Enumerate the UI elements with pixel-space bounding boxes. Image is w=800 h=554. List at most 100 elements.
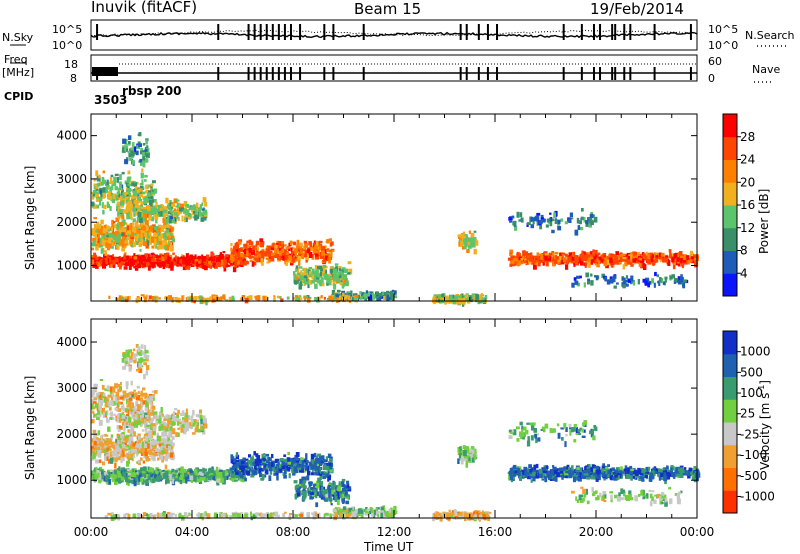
scatter-cell xyxy=(94,232,97,238)
scatter-cell xyxy=(316,280,321,284)
scatter-cell xyxy=(338,266,342,270)
scatter-cell xyxy=(347,272,351,275)
scatter-cell xyxy=(177,217,180,221)
scatter-cell xyxy=(252,245,256,251)
scatter-cell xyxy=(206,257,210,261)
scatter-cell xyxy=(212,262,215,268)
scatter-cell xyxy=(198,470,203,475)
scatter-cell xyxy=(243,243,248,248)
scatter-cell xyxy=(161,451,166,454)
scatter-cell xyxy=(625,275,629,279)
scatter-cell xyxy=(238,255,242,261)
scatter-cell xyxy=(121,205,124,208)
scatter-cell xyxy=(140,259,143,265)
scatter-cell xyxy=(157,224,162,229)
scatter-cell xyxy=(572,253,575,259)
scatter-cell xyxy=(99,199,102,206)
scatter-cell xyxy=(471,237,476,244)
scatter-cell xyxy=(659,258,662,263)
scatter-cell xyxy=(151,216,155,222)
scatter-cell xyxy=(148,228,151,231)
scatter-cell xyxy=(545,224,549,228)
scatter-cell xyxy=(140,294,145,297)
scatter-cell xyxy=(536,262,539,266)
scatter-cell xyxy=(97,234,100,240)
scatter-cell xyxy=(144,225,149,229)
scatter-cell xyxy=(449,295,453,298)
scatter-cell xyxy=(479,295,483,298)
scatter-cell xyxy=(163,213,166,220)
scatter-cell xyxy=(311,274,315,280)
scatter-cell xyxy=(257,254,261,258)
scatter-cell xyxy=(333,283,337,290)
scatter-cell xyxy=(118,222,123,225)
scatter-cell xyxy=(126,241,129,246)
scatter-cell xyxy=(98,471,101,478)
scatter-cell xyxy=(119,239,123,242)
scatter-cell xyxy=(114,173,119,176)
scatter-cell xyxy=(546,218,550,223)
scatter-cell xyxy=(120,476,124,481)
scatter-cell xyxy=(387,294,390,301)
scatter-cell xyxy=(133,480,137,487)
scatter-cell xyxy=(214,476,218,480)
scatter-cell xyxy=(138,469,142,474)
ytick-label: 2000 xyxy=(56,215,87,229)
scatter-cell xyxy=(671,257,675,263)
scatter-cell xyxy=(156,471,159,475)
scatter-cell xyxy=(163,232,167,238)
nave-bottom-label: 0 xyxy=(708,72,715,85)
scatter-cell xyxy=(473,230,477,233)
scatter-cell xyxy=(157,245,160,250)
scatter-cell xyxy=(101,176,105,182)
scatter-cell xyxy=(122,445,126,449)
scatter-cell xyxy=(392,295,395,302)
scatter-cell xyxy=(316,241,321,246)
noise-search-line xyxy=(90,29,698,37)
scatter-cell xyxy=(283,244,287,247)
scatter-cell xyxy=(142,162,146,168)
scatter-cell xyxy=(167,445,171,451)
scatter-cell xyxy=(270,256,274,262)
scatter-cell xyxy=(564,221,569,225)
scatter-cell xyxy=(232,260,236,265)
scatter-cell xyxy=(318,248,322,251)
scatter-cell xyxy=(232,266,237,273)
scatter-cell xyxy=(98,459,102,464)
scatter-cell xyxy=(114,462,117,469)
scatter-cell xyxy=(162,218,165,224)
scatter-cell xyxy=(176,210,181,216)
scatter-cell xyxy=(617,259,620,265)
scatter-cell xyxy=(124,228,127,233)
scatter-cell xyxy=(101,434,106,437)
scatter-cell xyxy=(348,268,353,275)
scatter-cell xyxy=(202,469,205,474)
scatter-cell xyxy=(216,474,221,477)
scatter-cell xyxy=(98,477,102,484)
scatter-cell xyxy=(126,177,131,183)
scatter-cell xyxy=(614,259,618,265)
scatter-cell xyxy=(326,278,330,283)
scatter-cell xyxy=(584,262,587,268)
scatter-cell xyxy=(255,240,259,246)
scatter-cell xyxy=(137,191,140,196)
scatter-cell xyxy=(391,289,395,292)
scatter-cell xyxy=(561,258,565,265)
scatter-cell xyxy=(469,295,472,301)
cpid-second: rbsp 200 xyxy=(122,84,182,98)
scatter-cell xyxy=(299,295,302,298)
scatter-cell xyxy=(142,460,145,464)
scatter-cell xyxy=(169,474,172,481)
scatter-cell xyxy=(169,232,172,236)
scatter-cell xyxy=(94,262,99,268)
scatter-cell xyxy=(97,430,101,436)
freq-bottom-label: 8 xyxy=(70,72,77,85)
scatter-cell xyxy=(230,247,233,252)
scatter-cell xyxy=(646,278,650,283)
scatter-cell xyxy=(95,459,99,464)
scatter-cell xyxy=(364,296,368,302)
scatter-cell xyxy=(168,241,171,247)
scatter-cell xyxy=(135,210,139,216)
scatter-cell xyxy=(300,272,304,276)
scatter-cell xyxy=(193,296,198,301)
